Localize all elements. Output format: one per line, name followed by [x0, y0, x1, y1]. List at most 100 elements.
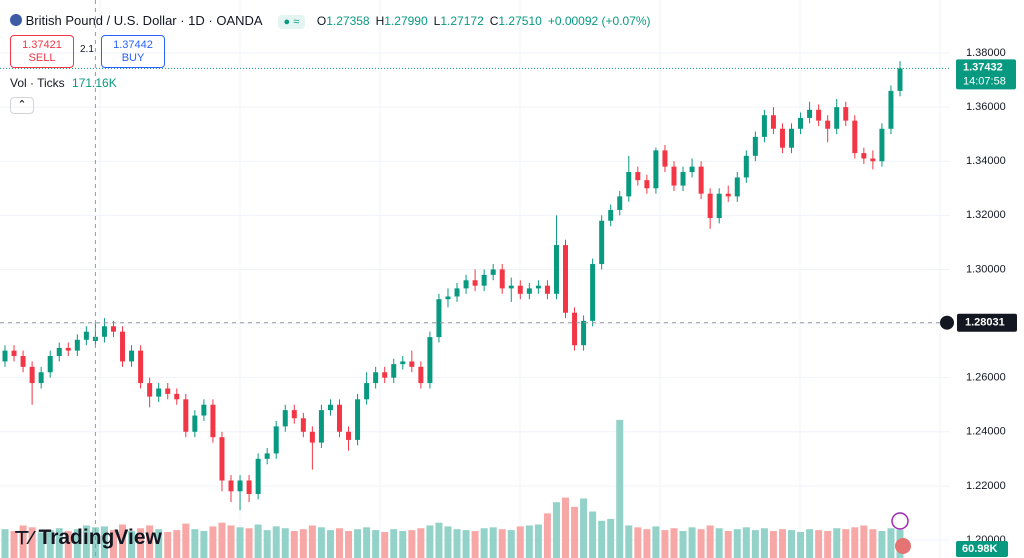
status-badge[interactable]: ● ≈ [277, 15, 306, 29]
candle-body [318, 410, 324, 443]
volume-bar [580, 498, 588, 558]
volume-bar [670, 528, 678, 558]
candle-body [707, 193, 713, 219]
candle-body [716, 193, 722, 219]
volume-bar [245, 528, 253, 558]
logo-text: TradingView [38, 526, 162, 549]
volume-bar [236, 527, 244, 558]
candle-body [725, 193, 731, 197]
candle-body [445, 296, 451, 300]
volume-bar [824, 531, 832, 558]
ohlc-item: H [375, 14, 385, 28]
logo: ⊤⁄ TradingView [14, 526, 162, 550]
volume-bar [616, 419, 624, 558]
volume-tag [956, 541, 1008, 557]
candle-body [56, 347, 62, 357]
candle-body [300, 418, 306, 432]
volume-bar [697, 529, 705, 558]
volume-bar [742, 527, 750, 558]
candle-body [174, 393, 180, 400]
volume-bar [390, 529, 398, 558]
candle-body [120, 331, 126, 362]
candle-body [183, 399, 189, 432]
volume-bar [851, 527, 859, 558]
y-tick-label: 1.30000 [966, 263, 1006, 275]
candle-body [626, 172, 632, 197]
volume-bar [227, 525, 235, 558]
candle-body [779, 128, 785, 148]
candle-body [617, 196, 623, 210]
volume-bar [571, 506, 579, 558]
volume-bar [715, 528, 723, 558]
buy-button[interactable]: 1.37442 BUY [101, 35, 165, 68]
candle-body [581, 320, 587, 346]
candle-body [192, 415, 198, 432]
volume-bar [308, 525, 316, 558]
candle-body [526, 288, 532, 294]
volume-bar [408, 530, 416, 558]
volume-bar [317, 527, 325, 558]
volume-bar [146, 525, 154, 558]
volume-bar [598, 520, 606, 558]
candle-body [336, 404, 342, 432]
candle-body [472, 280, 478, 286]
candle-body [499, 269, 505, 289]
candle-body [807, 109, 813, 118]
volume-bar [643, 529, 651, 558]
volume-bar [290, 531, 298, 558]
volume-bar [778, 529, 786, 558]
candle-body [373, 372, 379, 384]
volume-bar [471, 531, 479, 558]
candle-body [418, 366, 424, 384]
volume-bar [878, 531, 886, 558]
volume-bar [209, 526, 217, 558]
countdown: 14:07:58 [963, 75, 1006, 87]
volume-bar [797, 531, 805, 558]
collapse-button[interactable]: ⌃ [10, 97, 34, 114]
volume-bar [299, 529, 307, 558]
volume-bar [55, 528, 63, 558]
volume-bar [263, 530, 271, 558]
volume-bar [254, 524, 262, 558]
candle-body [101, 326, 107, 337]
volume-bar [607, 518, 615, 558]
candle-body [291, 410, 297, 419]
volume-bar [706, 525, 714, 558]
candle-body [535, 285, 541, 289]
volume-bar [37, 532, 45, 558]
volume-bar [860, 525, 868, 558]
y-tick-label: 1.26000 [966, 372, 1006, 384]
crosshair-plus [940, 315, 954, 330]
symbol[interactable]: British Pound / U.S. Dollar · 1D · OANDA [25, 13, 262, 28]
candle-body [156, 388, 162, 397]
volume-bar [363, 527, 371, 558]
candle-body [364, 383, 370, 400]
volume-bar [191, 529, 199, 558]
candle-body [382, 372, 388, 378]
candle-body [282, 410, 288, 427]
volume-bar [82, 525, 90, 558]
volume-bar [751, 530, 759, 558]
candle-body [237, 480, 243, 492]
volume-bar [164, 531, 172, 558]
volume-bar [869, 529, 877, 558]
volume-bar [399, 531, 407, 558]
candle-body [897, 68, 903, 91]
volume-bar [218, 522, 226, 558]
volume-bar [589, 511, 597, 558]
volume-bar [562, 497, 570, 558]
candle-body [743, 155, 749, 178]
candle-body [843, 107, 849, 121]
candle-body [698, 166, 704, 194]
sell-price: 1.37421 [22, 39, 62, 51]
candle-body [490, 269, 496, 275]
candle-body [608, 209, 614, 221]
candle-body [644, 180, 650, 189]
candle-body [74, 339, 80, 351]
volume-bar [381, 531, 389, 558]
volume-bar [64, 531, 72, 558]
volume-bar [417, 528, 425, 558]
volume-bar [652, 526, 660, 558]
candle-body [662, 150, 668, 167]
sell-button[interactable]: 1.37421 SELL [10, 35, 74, 68]
